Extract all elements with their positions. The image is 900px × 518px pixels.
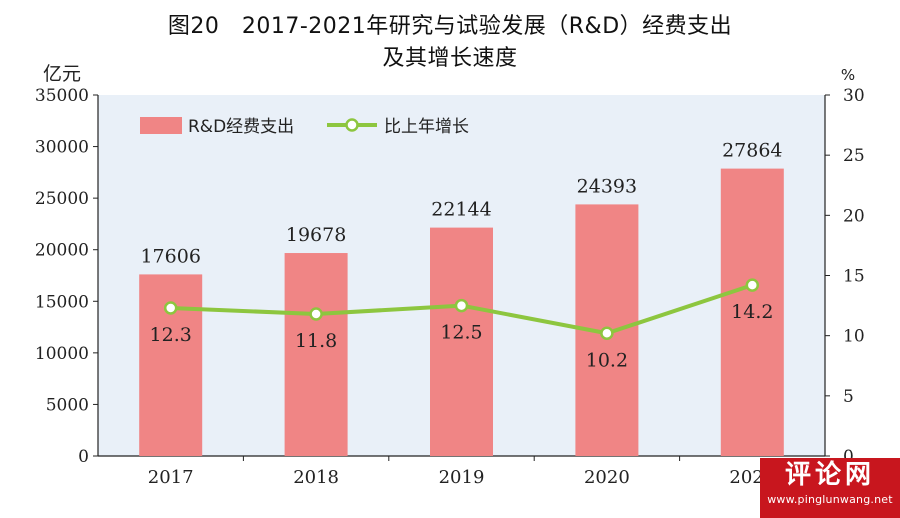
chart-title-line2: 及其增长速度 [382,46,518,71]
watermark-logo: 评论网 www.pinglunwang.net [760,458,900,518]
right-tick-label: 0 [843,447,854,467]
bar-value-label: 22144 [431,199,491,221]
watermark-name: 评论网 [784,460,875,490]
right-tick-label: 20 [843,206,865,226]
right-tick-label: 25 [843,146,865,166]
x-tick-label: 2018 [293,467,339,488]
watermark-url: www.pinglunwang.net [767,493,893,506]
right-tick-label: 30 [843,86,865,106]
growth-point [163,301,178,315]
legend-line-marker [345,118,359,132]
left-tick-label: 30000 [35,138,89,158]
legend-bar-label: R&D经费支出 [188,117,294,137]
left-tick-label: 10000 [35,344,89,364]
right-tick-label: 5 [843,387,854,407]
growth-point [454,298,469,313]
right-tick-label: 15 [843,267,865,287]
left-tick-label: 20000 [35,241,89,261]
growth-value-label: 11.8 [295,330,337,352]
legend-line-label: 比上年增长 [384,117,469,137]
left-tick-label: 35000 [35,86,89,106]
left-tick-label: 15000 [35,292,89,312]
x-tick-label: 2017 [148,467,194,488]
bar-value-label: 19678 [286,224,346,246]
growth-value-label: 10.2 [586,349,628,371]
growth-point [600,326,614,341]
chart-title-line1: 图20 2017-2021年研究与试验发展（R&D）经费支出 [167,14,733,39]
bar-value-label: 27864 [722,140,782,162]
bar-rd-expenditure [284,253,348,456]
legend-bar-swatch [140,117,182,134]
growth-point [309,307,323,321]
right-axis-unit: % [841,66,855,84]
bar-value-label: 24393 [577,175,637,197]
left-tick-label: 5000 [46,395,89,415]
bar-rd-expenditure [720,168,784,457]
growth-value-label: 12.3 [150,324,192,346]
x-tick-label: 2020 [584,467,630,488]
bar-value-label: 17606 [140,245,200,267]
right-tick-label: 10 [843,327,865,347]
growth-point [745,278,760,292]
bar-rd-expenditure [430,227,493,456]
growth-value-label: 12.5 [440,322,482,344]
left-tick-label: 25000 [35,189,89,209]
x-tick-label: 2019 [439,467,485,488]
growth-value-label: 14.2 [731,301,773,323]
left-axis-unit: 亿元 [43,63,81,85]
left-tick-label: 0 [78,447,89,467]
